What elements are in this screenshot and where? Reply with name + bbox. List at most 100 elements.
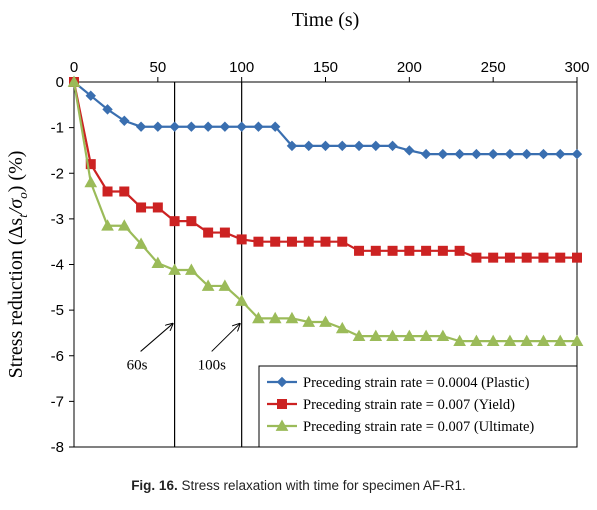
annotation-arrow — [140, 324, 173, 352]
data-point-square — [370, 245, 381, 256]
data-point-triangle — [84, 175, 98, 188]
x-tick-label: 100 — [229, 59, 254, 76]
y-tick-label: -1 — [51, 120, 64, 137]
data-point-triangle — [117, 219, 131, 231]
data-point-square — [555, 252, 566, 263]
legend-swatch-marker — [277, 399, 287, 409]
data-point-square — [169, 216, 180, 227]
data-point-diamond — [269, 121, 281, 132]
data-point-diamond — [437, 148, 449, 160]
data-point-diamond — [420, 148, 432, 160]
y-axis-title-part: o — [15, 192, 30, 199]
annotation-label: 100s — [198, 357, 227, 373]
data-point-triangle — [151, 256, 165, 269]
data-point-diamond — [504, 148, 516, 160]
data-point-diamond — [253, 121, 264, 132]
y-tick-label: -8 — [51, 439, 64, 456]
x-axis-title: Time (s) — [292, 9, 360, 31]
series-line-square — [72, 81, 577, 259]
data-point-triangle — [470, 334, 483, 347]
data-point-square — [136, 202, 147, 213]
data-point-square — [437, 245, 448, 256]
data-point-square — [504, 252, 515, 263]
data-point-square — [387, 245, 398, 256]
data-point-square — [203, 227, 214, 238]
data-point-triangle — [201, 279, 215, 291]
data-point-diamond — [219, 121, 231, 132]
data-point-diamond — [337, 140, 348, 152]
data-point-diamond — [471, 148, 482, 160]
annotation-label: 60s — [127, 357, 148, 373]
data-point-square — [102, 186, 113, 197]
data-point-diamond — [387, 140, 398, 152]
data-point-triangle — [268, 311, 282, 324]
data-point-diamond — [521, 148, 532, 160]
y-tick-label: -6 — [51, 348, 64, 365]
legend-entry: Preceding strain rate = 0.007 (Yield) — [303, 397, 515, 413]
data-point-triangle — [419, 329, 433, 342]
y-tick-label: 0 — [56, 74, 64, 91]
x-tick-label: 250 — [481, 59, 506, 76]
data-point-square — [219, 227, 230, 238]
annotation-arrow — [211, 324, 240, 352]
data-point-diamond — [119, 115, 130, 126]
legend-swatch-marker — [275, 419, 289, 431]
data-point-square — [538, 252, 549, 263]
legend-box — [258, 365, 578, 448]
data-point-triangle — [101, 219, 114, 231]
figure-caption: Fig. 16. Stress relaxation with time for… — [0, 478, 597, 493]
stress-relaxation-chart: 0 50 100 150 200 250 300 Time (s) 0 -1 -2 -3 -4 -5 -6 -… — [5, 9, 590, 456]
x-tick-label: 300 — [564, 59, 589, 76]
data-point-diamond — [370, 140, 382, 152]
data-point-triangle — [218, 279, 232, 291]
data-point-square — [421, 245, 432, 256]
data-point-diamond — [236, 121, 247, 132]
y-tick-label: -3 — [51, 211, 64, 228]
x-tick-label: 0 — [70, 59, 78, 76]
data-point-diamond — [353, 140, 365, 152]
data-point-diamond — [152, 121, 164, 132]
y-axis-title: Stress reduction (Δst/σo) (%) — [5, 151, 30, 379]
data-point-square — [572, 252, 582, 263]
data-point-diamond — [286, 140, 298, 152]
x-tick-label: 150 — [313, 59, 338, 76]
data-point-triangle — [335, 321, 349, 334]
data-point-square — [404, 245, 415, 256]
legend-swatch-marker — [276, 376, 288, 388]
data-point-triangle — [520, 334, 534, 347]
data-point-diamond — [320, 140, 331, 152]
data-point-triangle — [235, 294, 249, 306]
data-point-square — [471, 252, 482, 263]
data-point-diamond — [487, 148, 499, 160]
data-point-square — [270, 236, 281, 247]
data-point-triangle — [386, 329, 399, 342]
data-point-diamond — [571, 148, 583, 160]
y-axis-title-part: Stress reduction (Δs — [5, 218, 27, 379]
data-point-triangle — [453, 334, 466, 347]
x-tick-label: 50 — [149, 59, 166, 76]
data-point-triangle — [67, 75, 81, 87]
data-point-triangle — [537, 334, 550, 347]
data-point-triangle — [285, 311, 299, 324]
data-point-triangle — [185, 263, 198, 275]
data-point-triangle — [369, 329, 383, 342]
data-point-diamond — [555, 148, 566, 160]
legend-entry: Preceding strain rate = 0.007 (Ultimate) — [303, 419, 534, 435]
data-point-triangle — [252, 311, 265, 324]
data-point-triangle — [402, 329, 416, 342]
data-point-square — [521, 252, 532, 263]
data-point-square — [186, 216, 197, 227]
data-point-diamond — [202, 121, 214, 132]
data-point-triangle — [553, 334, 567, 347]
y-tick-label: -7 — [51, 393, 64, 410]
data-point-square — [320, 236, 331, 247]
data-point-square — [454, 245, 465, 256]
data-point-triangle — [302, 315, 316, 327]
data-point-diamond — [454, 148, 465, 160]
x-tick-label: 200 — [397, 59, 422, 76]
data-point-square — [152, 202, 163, 213]
data-point-diamond — [102, 104, 113, 115]
data-point-square — [337, 236, 348, 247]
data-point-diamond — [169, 121, 180, 132]
data-point-triangle — [570, 334, 584, 347]
